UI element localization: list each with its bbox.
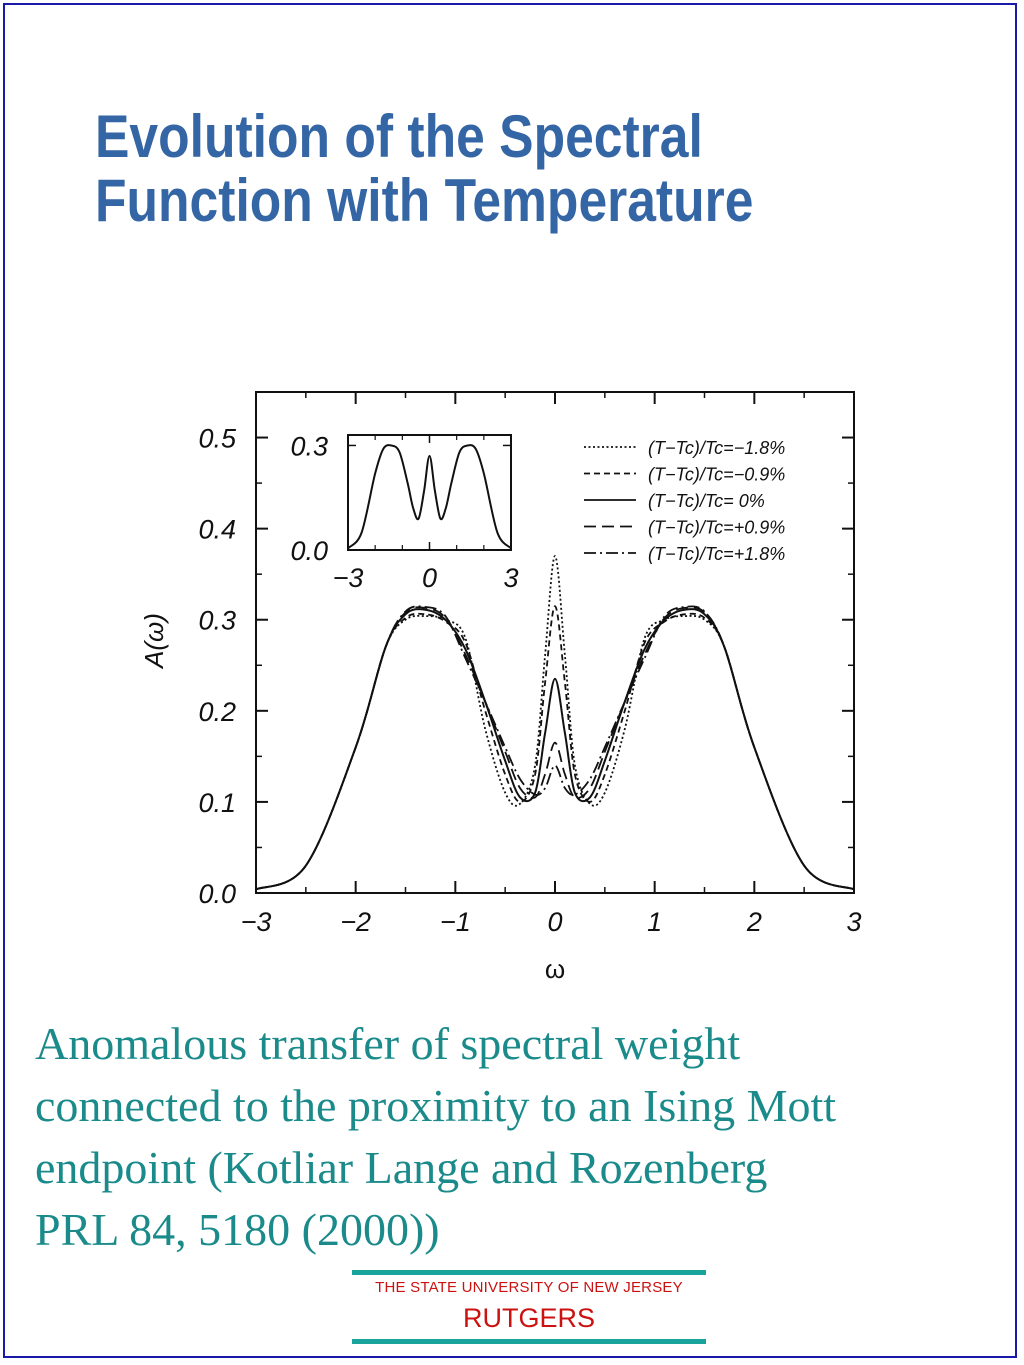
inset-x-tick-label: 0 — [422, 563, 437, 593]
y-tick-label: 0.3 — [198, 606, 236, 636]
x-tick-label: 3 — [846, 907, 861, 937]
x-tick-label: 2 — [746, 907, 762, 937]
series-line-3 — [255, 608, 855, 891]
x-tick-label: −3 — [241, 907, 272, 937]
y-tick-label: 0.4 — [198, 515, 236, 545]
y-tick-label: 0.0 — [198, 879, 236, 909]
inset-y-tick-label: 0.0 — [290, 536, 328, 566]
logo-top-rule — [352, 1270, 706, 1275]
x-tick-label: −2 — [340, 907, 371, 937]
inset-x-tick-label: −3 — [333, 563, 364, 593]
inset-x-tick-label: 3 — [503, 563, 518, 593]
inset-frame — [347, 434, 512, 551]
caption-line-2: connected to the proximity to an Ising M… — [35, 1080, 837, 1131]
inset-y-tick-label: 0.3 — [290, 431, 328, 461]
caption: Anomalous transfer of spectral weight co… — [35, 1013, 995, 1261]
caption-line-3: endpoint (Kotliar Lange and Rozenberg — [35, 1142, 768, 1193]
legend-label-1: (T−Tc)/Tc=−1.8% — [648, 438, 785, 458]
spectral-function-chart: −3 −2 −1 0 1 2 3 0.0 0.1 0.2 0.3 0.4 0.5 ω A(ω) (T−Tc)/… — [139, 391, 862, 984]
x-tick-label: 1 — [647, 907, 662, 937]
caption-line-1: Anomalous transfer of spectral weight — [35, 1018, 741, 1069]
legend-label-4: (T−Tc)/Tc=+0.9% — [648, 518, 785, 538]
legend-label-3: (T−Tc)/Tc= 0% — [648, 491, 765, 511]
series-line-1 — [255, 555, 855, 891]
y-tick-label: 0.1 — [198, 788, 236, 818]
slide-title: Evolution of the Spectral Function with … — [95, 105, 852, 233]
caption-line-4: PRL 84, 5180 (2000)) — [35, 1204, 440, 1255]
title-line-1: Evolution of the Spectral — [95, 103, 703, 170]
x-tick-label: 0 — [547, 907, 562, 937]
series-line-4 — [255, 606, 855, 891]
y-tick-label: 0.5 — [198, 424, 237, 454]
legend-label-5: (T−Tc)/Tc=+1.8% — [648, 544, 785, 564]
logo-subtitle: THE STATE UNIVERSITY OF NEW JERSEY — [375, 1279, 683, 1296]
y-tick-label: 0.2 — [198, 697, 236, 727]
series-line-5 — [255, 605, 855, 891]
logo-name: RUTGERS — [462, 1303, 595, 1333]
title-line-2: Function with Temperature — [95, 167, 754, 234]
y-axis-label: A(ω) — [139, 613, 169, 670]
logo-bottom-rule — [352, 1339, 706, 1344]
series-line-2 — [255, 605, 855, 891]
legend-label-2: (T−Tc)/Tc=−0.9% — [648, 465, 785, 485]
inset-series-line — [347, 444, 512, 550]
x-axis-label: ω — [545, 954, 565, 984]
slide-frame — [3, 3, 1017, 1358]
x-tick-label: −1 — [440, 907, 471, 937]
